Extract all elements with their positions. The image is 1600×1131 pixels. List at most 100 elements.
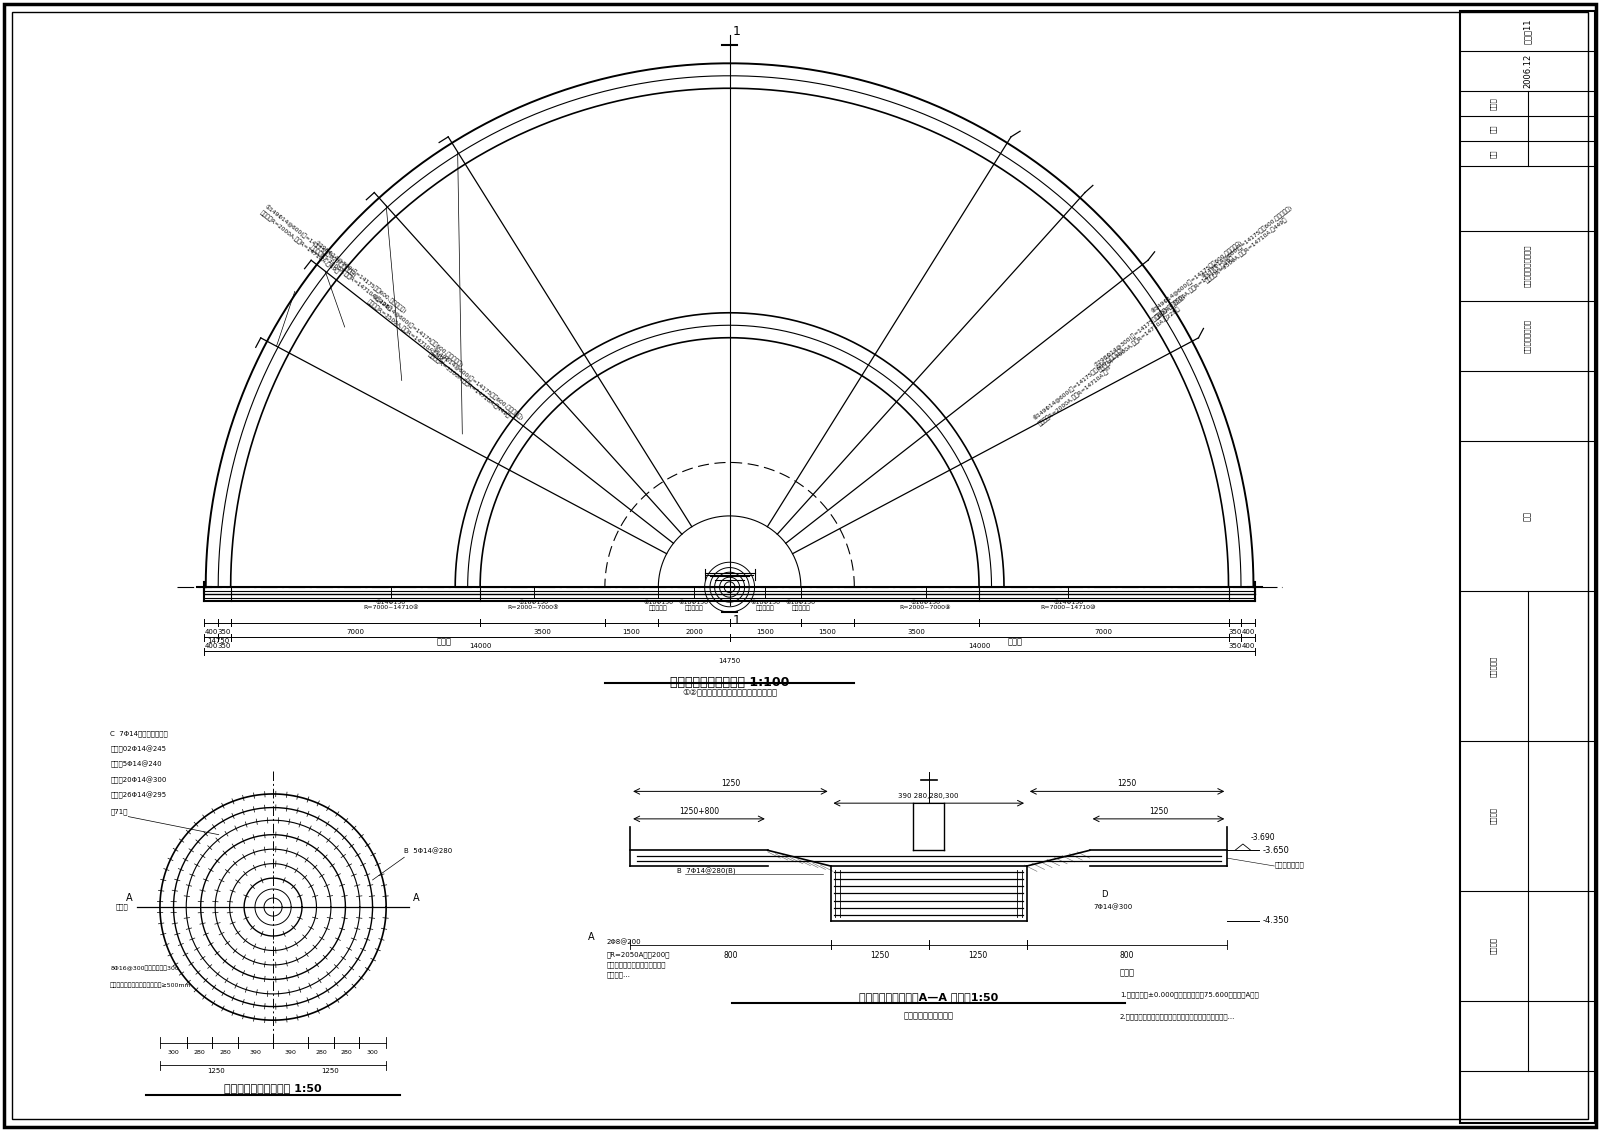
Text: 14750: 14750 bbox=[718, 658, 741, 664]
Text: 2000: 2000 bbox=[685, 629, 702, 636]
Text: ②18Φ150
板层底筋⑪: ②18Φ150 板层底筋⑪ bbox=[750, 599, 781, 611]
Text: 备注: 备注 bbox=[1523, 511, 1533, 521]
Text: 1500: 1500 bbox=[622, 629, 640, 636]
Text: ④149Φ14@600(纵=14175根据600,提起末端锤)
弯曲脚步R=3500A,直生R=14710A,共449根: ④149Φ14@600(纵=14175根据600,提起末端锤) 弯曲脚步R=35… bbox=[427, 346, 525, 426]
Text: -4.350: -4.350 bbox=[1262, 916, 1290, 925]
Text: 400: 400 bbox=[205, 644, 218, 649]
Text: 下层筋: 下层筋 bbox=[1008, 637, 1022, 646]
Text: 350: 350 bbox=[218, 644, 230, 649]
Text: 第二圈5Φ14@240: 第二圈5Φ14@240 bbox=[110, 761, 162, 768]
Text: 300: 300 bbox=[168, 1050, 179, 1055]
Text: 第四圈26Φ14@295: 第四圈26Φ14@295 bbox=[110, 792, 166, 800]
Text: 14750: 14750 bbox=[208, 638, 230, 645]
Text: 800: 800 bbox=[1120, 951, 1134, 960]
Text: B  5Φ14@280: B 5Φ14@280 bbox=[405, 847, 453, 854]
Text: 2.钢筋优先采用焊接，在弯曲弧度按规范抗议，钢筋长不...: 2.钢筋优先采用焊接，在弯曲弧度按规范抗议，钢筋长不... bbox=[1120, 1013, 1235, 1019]
Text: 280: 280 bbox=[341, 1050, 352, 1055]
Text: 280: 280 bbox=[194, 1050, 206, 1055]
Text: 2Φ8@200: 2Φ8@200 bbox=[606, 939, 642, 946]
Text: 说明：: 说明： bbox=[1120, 968, 1134, 977]
Text: 350: 350 bbox=[1229, 644, 1242, 649]
Text: ②18Φ150
板层底筋⑪: ②18Φ150 板层底筋⑪ bbox=[643, 599, 674, 611]
Text: ⑧149Φ14@600(纵=14175根据600,提起末端锤)
弯曲脚步R=3500A,直生R=14710A,共49根: ⑧149Φ14@600(纵=14175根据600,提起末端锤) 弯曲脚步R=35… bbox=[1150, 240, 1248, 320]
Text: 上层筋: 上层筋 bbox=[437, 637, 451, 646]
Text: ②18Φ150
板层底筋⑫: ②18Φ150 板层底筋⑫ bbox=[786, 599, 816, 611]
Text: 图号: 图号 bbox=[1491, 124, 1498, 132]
Text: 3500: 3500 bbox=[907, 629, 926, 636]
Text: 纵R=2050A纵距200，: 纵R=2050A纵距200， bbox=[606, 951, 670, 958]
Text: 设置末端钩，在弯曲常宽波浪筋: 设置末端钩，在弯曲常宽波浪筋 bbox=[606, 961, 666, 968]
Text: 中心线: 中心线 bbox=[115, 904, 128, 910]
Text: 二沉池底板配筋平面图: 二沉池底板配筋平面图 bbox=[1525, 244, 1531, 287]
Text: 350: 350 bbox=[1229, 629, 1242, 636]
Text: 350: 350 bbox=[218, 629, 230, 636]
Text: 1: 1 bbox=[733, 25, 741, 38]
Text: 1.水面标准为±0.000，相对于基准高75.600，标高（A）处: 1.水面标准为±0.000，相对于基准高75.600，标高（A）处 bbox=[1120, 991, 1259, 998]
Text: 1250: 1250 bbox=[720, 779, 741, 788]
Text: 1250: 1250 bbox=[968, 951, 987, 960]
Text: ⑦14Φ150
R=7000~14710④: ⑦14Φ150 R=7000~14710④ bbox=[363, 599, 419, 611]
Text: 2006.12: 2006.12 bbox=[1523, 54, 1533, 88]
Text: （底层筋关配置不变）: （底层筋关配置不变） bbox=[904, 1011, 954, 1020]
Text: 工程号: 工程号 bbox=[1491, 97, 1498, 110]
Text: 1250: 1250 bbox=[322, 1068, 339, 1074]
Text: 建设单位: 建设单位 bbox=[1491, 938, 1498, 955]
Text: 14000: 14000 bbox=[968, 644, 990, 649]
Text: ⑥149Φ14@600(纵=14175根据600,提起末端锤)
弯曲脚步R=2000A,直生R=14710A,共⁵⁹: ⑥149Φ14@600(纵=14175根据600,提起末端锤) 弯曲脚步R=20… bbox=[1032, 346, 1131, 426]
Text: 钢筋混凝土底板: 钢筋混凝土底板 bbox=[1274, 861, 1304, 867]
Text: 中心柱基础配筋图（A—A 剖面）1:50: 中心柱基础配筋图（A—A 剖面）1:50 bbox=[859, 992, 998, 1002]
Text: 二沉池底板配筋平面图 1:100: 二沉池底板配筋平面图 1:100 bbox=[670, 676, 789, 689]
Text: A: A bbox=[413, 892, 419, 903]
Text: 中心柱基础配筋平面图 1:50: 中心柱基础配筋平面图 1:50 bbox=[224, 1083, 322, 1094]
Text: ⑦16Φ150
R=2000~7000⑤: ⑦16Φ150 R=2000~7000⑤ bbox=[507, 599, 560, 611]
Text: ②298Φ14@300(纵=14175根据600,提起末端锤)
弯曲脚步R=7000A,直生R=14710A,共228根: ②298Φ14@300(纵=14175根据600,提起末端锤) 弯曲脚步R=70… bbox=[309, 240, 406, 320]
Text: 7000: 7000 bbox=[346, 629, 365, 636]
Text: 中心柱基础配筋图: 中心柱基础配筋图 bbox=[1525, 319, 1531, 353]
Text: 结施－11: 结施－11 bbox=[1523, 18, 1533, 44]
Bar bbox=[1459, 11, 1595, 1123]
Text: 1: 1 bbox=[733, 614, 741, 627]
Text: 1250: 1250 bbox=[206, 1068, 226, 1074]
Text: 钢筋最大…: 钢筋最大… bbox=[606, 970, 630, 977]
Text: 390: 390 bbox=[285, 1050, 296, 1055]
Text: 1250: 1250 bbox=[870, 951, 890, 960]
Text: ①②号钢筋和其他底板筋可采用搭接焊接: ①②号钢筋和其他底板筋可采用搭接焊接 bbox=[682, 687, 778, 696]
Text: ⑨149Φ14@600(纵=14175根据600,提起末端锤)
弯曲脚步R=3500A,直生R=14710A,共449根: ⑨149Φ14@600(纵=14175根据600,提起末端锤) 弯曲脚步R=35… bbox=[1200, 204, 1298, 284]
Text: ⑦298Φ14@300(纵=14175根据600,提起末端锤)
弯曲脚步R=7000A,直生R=14710A,共228根: ⑦298Φ14@300(纵=14175根据600,提起末端锤) 弯曲脚步R=70… bbox=[1093, 293, 1190, 373]
Text: D: D bbox=[1101, 890, 1109, 899]
Text: 共71根: 共71根 bbox=[110, 808, 128, 814]
Text: 390 280,280,300: 390 280,280,300 bbox=[899, 794, 958, 800]
Text: 280: 280 bbox=[219, 1050, 230, 1055]
Text: C  7Φ14（钢束末端钩）: C 7Φ14（钢束末端钩） bbox=[110, 731, 168, 736]
Text: 800: 800 bbox=[723, 951, 738, 960]
Text: B  7Φ14@280(B): B 7Φ14@280(B) bbox=[677, 869, 736, 875]
Text: 7000: 7000 bbox=[1094, 629, 1114, 636]
Text: 第一圈02Φ14@245: 第一圈02Φ14@245 bbox=[110, 745, 166, 753]
Text: 390: 390 bbox=[250, 1050, 261, 1055]
Text: ⑦16Φ150
R=2000~7000⑨: ⑦16Φ150 R=2000~7000⑨ bbox=[899, 599, 952, 611]
Text: 项目负责人: 项目负责人 bbox=[1491, 655, 1498, 676]
Text: ②18Φ150
板层底筋⑫: ②18Φ150 板层底筋⑫ bbox=[678, 599, 709, 611]
Text: ③149Φ14@600(纵=14175根据600,提起末端锤)
弯曲脚步R=3500A,直生R=14710A,共49根: ③149Φ14@600(纵=14175根据600,提起末端锤) 弯曲脚步R=35… bbox=[366, 293, 464, 373]
Text: 1500: 1500 bbox=[819, 629, 837, 636]
Text: 400: 400 bbox=[1242, 629, 1254, 636]
Text: 400: 400 bbox=[205, 629, 218, 636]
Text: 1250+800: 1250+800 bbox=[678, 808, 718, 817]
Text: A: A bbox=[126, 892, 133, 903]
Text: 钢筋率满足要求，任意截面一处≥500mm: 钢筋率满足要求，任意截面一处≥500mm bbox=[110, 982, 192, 987]
Text: 第三圈20Φ14@300: 第三圈20Φ14@300 bbox=[110, 777, 166, 784]
Text: -3.690: -3.690 bbox=[1251, 834, 1275, 843]
Text: 驻工程师: 驻工程师 bbox=[1491, 808, 1498, 824]
Text: 14000: 14000 bbox=[469, 644, 491, 649]
Text: 1250: 1250 bbox=[1117, 779, 1136, 788]
Text: 1250: 1250 bbox=[1149, 808, 1168, 817]
Text: 8Φ16@300，上下两组距300: 8Φ16@300，上下两组距300 bbox=[110, 966, 179, 972]
Text: 1500: 1500 bbox=[757, 629, 774, 636]
Text: 300: 300 bbox=[366, 1050, 379, 1055]
Text: ①149Φ14@600(纵=14175根据600,提起末端锤)
弯曲脚步R=2000A,直生R=14710A,共49根: ①149Φ14@600(纵=14175根据600,提起末端锤) 弯曲脚步R=20… bbox=[259, 204, 357, 284]
Text: ⑦14Φ150
R=7000~14710⑩: ⑦14Φ150 R=7000~14710⑩ bbox=[1040, 599, 1096, 611]
Text: 280: 280 bbox=[315, 1050, 326, 1055]
Text: 日期: 日期 bbox=[1491, 149, 1498, 157]
Text: A: A bbox=[587, 932, 594, 942]
Text: 7Φ14@300: 7Φ14@300 bbox=[1094, 904, 1133, 910]
